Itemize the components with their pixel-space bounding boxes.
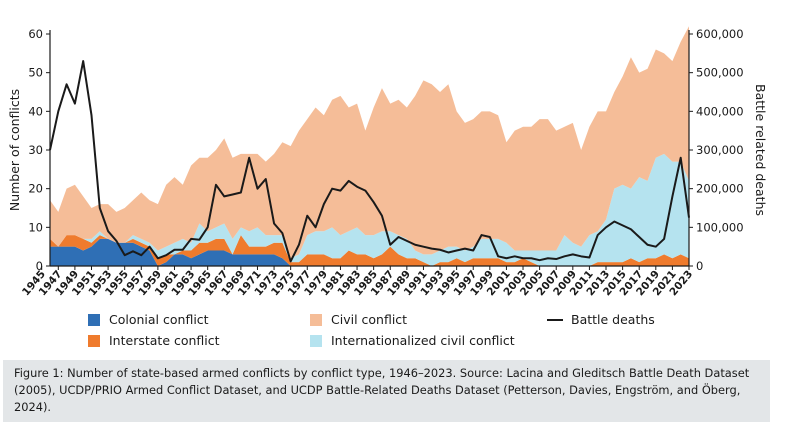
left-tick-label: 30: [28, 143, 43, 157]
right-tick-label: 0: [696, 259, 703, 273]
legend-swatch-civil: [310, 313, 322, 326]
left-tick-label: 10: [28, 220, 43, 234]
legend-swatch-interstate: [88, 334, 100, 347]
legend-item-battle-deaths: Battle deaths: [547, 312, 655, 327]
legend-label-battle-deaths: Battle deaths: [571, 312, 655, 327]
battle-deaths-layer: [49, 60, 690, 263]
left-axis-title: Number of conflicts: [7, 89, 22, 211]
right-axis-title: Battle related deaths: [753, 84, 768, 216]
x-axis-ticks: 1945194719491951195319551957195919611963…: [20, 266, 695, 298]
left-tick-label: 40: [28, 104, 43, 118]
right-tick-label: 600,000: [696, 27, 744, 41]
legend-item-interstate: Interstate conflict: [88, 333, 220, 348]
stacked-areas: [50, 26, 689, 266]
legend-swatch-internationalized: [310, 334, 322, 347]
legend-label-civil: Civil conflict: [331, 312, 408, 327]
right-tick-label: 200,000: [696, 182, 744, 196]
axes: [49, 30, 690, 267]
legend-label-internationalized: Internationalized civil conflict: [331, 333, 515, 348]
left-axis-ticks: 0 10 20 30 40 50 60: [28, 27, 50, 273]
conflict-chart: 0 10 20 30 40 50 60 0 100,000 200,000 300,000 400,…: [7, 26, 768, 298]
right-tick-label: 400,000: [696, 104, 744, 118]
legend-label-colonial: Colonial conflict: [109, 312, 209, 327]
area-colonial-conflict: [50, 238, 689, 266]
legend-label-interstate: Interstate conflict: [109, 333, 220, 348]
left-tick-label: 0: [36, 259, 43, 273]
area-internationalized-civil-conflict: [50, 153, 689, 266]
area-civil-conflict: [50, 26, 689, 259]
legend-item-internationalized: Internationalized civil conflict: [310, 333, 515, 348]
right-tick-label: 300,000: [696, 143, 744, 157]
left-tick-label: 50: [28, 66, 43, 80]
right-tick-label: 100,000: [696, 220, 744, 234]
legend-item-civil: Civil conflict: [310, 312, 407, 327]
figure-caption: Figure 1: Number of state-based armed co…: [3, 360, 770, 422]
legend-line-battle-deaths: [547, 318, 563, 321]
right-tick-label: 500,000: [696, 66, 744, 80]
area-interstate-conflict: [50, 235, 689, 266]
right-axis-ticks: 0 100,000 200,000 300,000 400,000 500,000 600,…: [689, 27, 744, 273]
left-tick-label: 60: [28, 27, 43, 41]
line-battle-deaths: [49, 60, 690, 263]
legend-item-colonial: Colonial conflict: [88, 312, 209, 327]
left-tick-label: 20: [28, 182, 43, 196]
legend-swatch-colonial: [88, 313, 100, 326]
legend: Colonial conflict Interstate conflict Ci…: [88, 310, 688, 354]
